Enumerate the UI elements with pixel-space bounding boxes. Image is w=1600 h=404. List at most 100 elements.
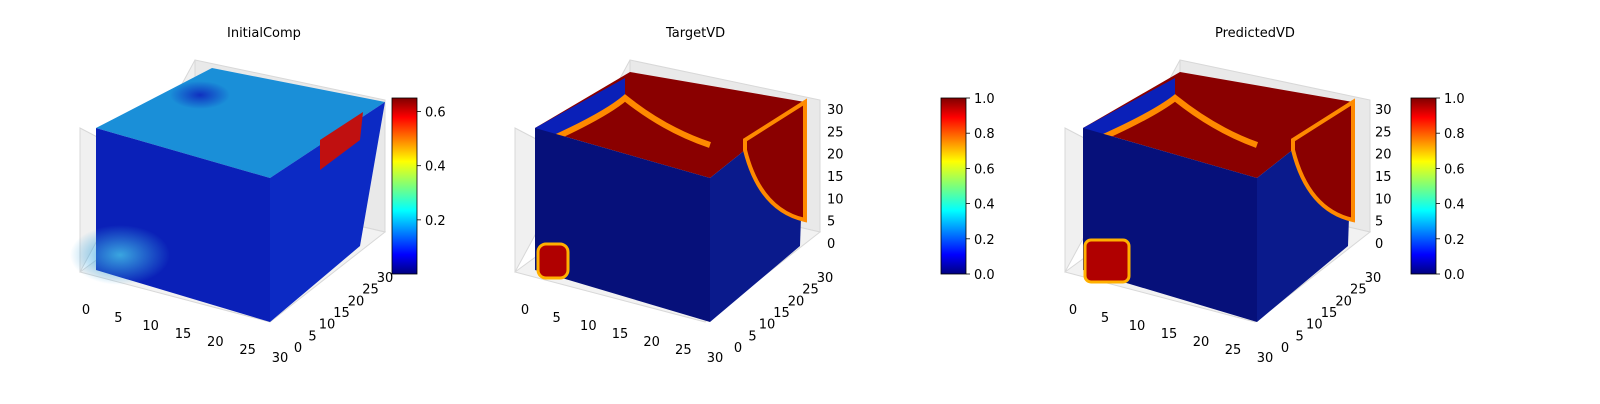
colorbar-tick-label: 1.0 xyxy=(974,92,995,107)
cube-side-face xyxy=(270,102,385,322)
y-tick-label: 25 xyxy=(362,283,379,298)
x-axis-ticks: 0 5 10 15 20 25 30 xyxy=(82,303,288,366)
x-tick-label: 20 xyxy=(643,335,660,350)
x-tick-label: 5 xyxy=(553,311,561,326)
colorbar xyxy=(1410,97,1437,275)
z-tick-label: 25 xyxy=(1375,125,1392,140)
chart-panel-initialcomp: InitialComp 0 5 10 15 20 25 30 xyxy=(40,0,570,400)
y-tick-label: 0 xyxy=(1281,341,1289,356)
front-blob xyxy=(70,225,170,285)
colorbar-tick-label: 0.4 xyxy=(425,160,446,175)
colorbar-tick-label: 0.2 xyxy=(974,233,995,248)
top-interface xyxy=(548,94,711,148)
colorbar-tick-label: 0.6 xyxy=(425,106,446,121)
y-tick-label: 0 xyxy=(734,341,742,356)
x-tick-label: 0 xyxy=(1069,303,1077,318)
z-tick-label: 20 xyxy=(827,148,844,163)
y-tick-label: 30 xyxy=(817,271,834,286)
y-tick-label: 5 xyxy=(1296,329,1304,344)
chart-panel-targetvd: TargetVD 0 5 10 15 20 25 30 0 5 10 15 20 25 30 0 5 10 1… xyxy=(475,0,1005,400)
x-tick-label: 5 xyxy=(1101,311,1109,326)
z-tick-label: 15 xyxy=(827,170,844,185)
cube-top-face xyxy=(96,68,385,178)
x-tick-label: 30 xyxy=(1257,351,1274,366)
cube-front-face xyxy=(535,128,710,322)
colorbar-ticks: 0.0 0.2 0.4 0.6 0.8 1.0 xyxy=(966,92,995,283)
colorbar-tick-label: 1.0 xyxy=(1444,92,1465,107)
y-tick-label: 30 xyxy=(377,271,394,286)
x-tick-label: 0 xyxy=(82,303,90,318)
y-tick-label: 0 xyxy=(294,341,302,356)
chart-title: PredictedVD xyxy=(1215,26,1295,41)
colorbar-tick-label: 0.6 xyxy=(1444,162,1465,177)
colorbar-tick-label: 0.2 xyxy=(425,214,446,229)
x-tick-label: 30 xyxy=(272,351,289,366)
z-tick-label: 15 xyxy=(1375,170,1392,185)
z-tick-label: 5 xyxy=(827,215,835,230)
y-tick-label: 10 xyxy=(319,318,336,333)
y-tick-label: 5 xyxy=(748,329,756,344)
z-tick-label: 20 xyxy=(1375,148,1392,163)
front-corner-hot xyxy=(1083,238,1131,284)
colorbar-ticks: 0.0 0.2 0.4 0.6 0.8 1.0 xyxy=(1436,92,1465,283)
x-tick-label: 10 xyxy=(142,319,159,334)
colorbar-tick-label: 0.6 xyxy=(974,162,995,177)
top-left-cold xyxy=(1083,78,1175,140)
colorbar-ticks: 0.2 0.4 0.6 xyxy=(417,106,446,229)
colorbar-tick-label: 0.0 xyxy=(974,268,995,283)
chart-title: TargetVD xyxy=(666,26,726,41)
side-hot-region xyxy=(1291,98,1355,223)
side-hot-region xyxy=(743,98,807,223)
x-tick-label: 25 xyxy=(675,343,692,358)
side-hot-band xyxy=(320,112,363,170)
x-tick-label: 10 xyxy=(1129,319,1146,334)
top-left-cold xyxy=(535,78,625,140)
front-corner-hot xyxy=(536,242,570,280)
y-tick-label: 15 xyxy=(1321,306,1338,321)
z-tick-label: 5 xyxy=(1375,215,1383,230)
y-tick-label: 15 xyxy=(773,306,790,321)
colorbar xyxy=(940,97,967,275)
x-tick-label: 25 xyxy=(239,343,256,358)
top-dark-region xyxy=(170,81,230,109)
z-tick-label: 10 xyxy=(1375,192,1392,207)
y-tick-label: 10 xyxy=(1306,318,1323,333)
x-axis-ticks: 0 5 10 15 20 25 30 xyxy=(1069,303,1273,366)
z-tick-label: 0 xyxy=(827,237,835,252)
y-tick-label: 20 xyxy=(348,294,365,309)
x-tick-label: 20 xyxy=(1193,335,1210,350)
z-tick-label: 10 xyxy=(827,192,844,207)
colorbar-tick-label: 0.8 xyxy=(1444,127,1465,142)
x-tick-label: 25 xyxy=(1225,343,1242,358)
z-tick-label: 30 xyxy=(1375,103,1392,118)
y-tick-label: 25 xyxy=(802,283,819,298)
x-tick-label: 30 xyxy=(707,351,724,366)
top-interface xyxy=(1095,94,1259,148)
z-tick-label: 30 xyxy=(827,103,844,118)
colorbar-tick-label: 0.4 xyxy=(974,198,995,213)
x-tick-label: 5 xyxy=(114,311,122,326)
y-tick-label: 30 xyxy=(1365,271,1382,286)
y-tick-label: 20 xyxy=(788,294,805,309)
x-axis-ticks: 0 5 10 15 20 25 30 xyxy=(521,303,723,366)
x-tick-label: 15 xyxy=(612,327,629,342)
colorbar xyxy=(391,97,418,275)
y-tick-label: 15 xyxy=(333,306,350,321)
y-tick-label: 25 xyxy=(1350,283,1367,298)
y-tick-label: 5 xyxy=(308,329,316,344)
x-tick-label: 15 xyxy=(175,327,192,342)
x-tick-label: 20 xyxy=(207,335,224,350)
x-tick-label: 10 xyxy=(580,319,597,334)
z-axis-ticks: 0 5 10 15 20 25 30 xyxy=(1375,103,1392,252)
z-axis-ticks: 0 5 10 15 20 25 30 xyxy=(827,103,844,252)
z-tick-label: 25 xyxy=(827,125,844,140)
x-tick-label: 0 xyxy=(521,303,529,318)
y-tick-label: 10 xyxy=(759,318,776,333)
colorbar-tick-label: 0.0 xyxy=(1444,268,1465,283)
